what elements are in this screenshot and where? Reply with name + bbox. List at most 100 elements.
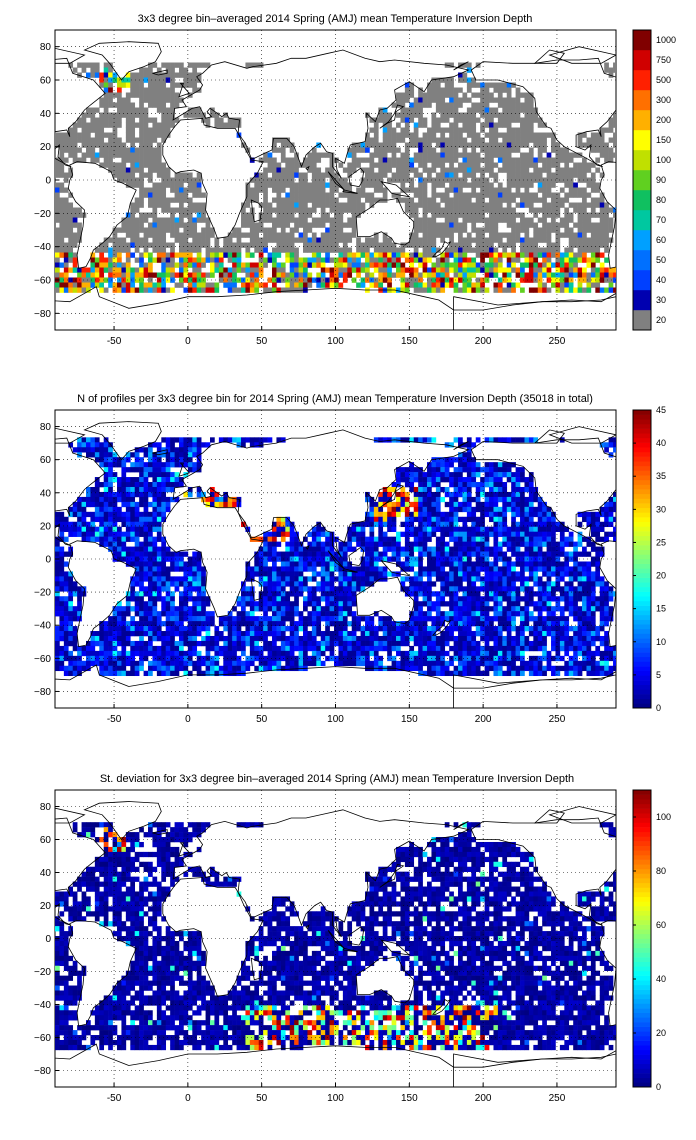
data-bin — [427, 496, 432, 503]
data-bin — [515, 172, 521, 178]
data-bin — [475, 212, 481, 218]
data-bin — [582, 197, 587, 203]
data-bin — [320, 526, 326, 532]
data-bin — [72, 282, 78, 288]
data-bin — [196, 217, 202, 223]
data-bin — [515, 526, 521, 532]
data-bin — [338, 182, 344, 188]
data-bin — [55, 247, 60, 253]
data-bin — [528, 237, 534, 243]
data-bin — [148, 546, 153, 552]
data-bin — [86, 452, 91, 458]
data-bin — [125, 486, 131, 493]
data-bin — [373, 187, 379, 193]
data-bin — [431, 177, 437, 183]
data-bin — [555, 167, 561, 173]
data-bin — [258, 272, 264, 278]
data-bin — [360, 277, 366, 283]
data-bin — [134, 482, 140, 488]
data-bin — [329, 536, 335, 542]
data-bin — [466, 117, 472, 123]
data-bin — [555, 162, 561, 168]
data-bin — [577, 137, 583, 143]
data-bin — [276, 437, 282, 443]
data-bin — [170, 62, 175, 68]
x-tick-labels: -50 0 50 100 150 200 250 — [107, 336, 566, 347]
data-bin — [435, 207, 441, 213]
data-bin — [511, 117, 516, 123]
data-bin — [604, 127, 609, 133]
data-bin — [506, 277, 512, 283]
data-bin — [546, 202, 552, 208]
data-bin — [551, 521, 556, 528]
data-bin — [298, 237, 304, 243]
data-bin — [59, 282, 65, 288]
data-bin — [453, 147, 459, 153]
data-bin — [466, 167, 472, 173]
data-bin — [413, 167, 419, 173]
data-bin — [218, 117, 224, 123]
data-bin — [378, 282, 384, 288]
data-bin — [81, 142, 87, 148]
data-bin — [524, 551, 530, 557]
data-bin — [564, 162, 570, 168]
data-bin — [201, 227, 206, 233]
data-bin — [511, 97, 516, 103]
data-bin — [139, 192, 144, 198]
data-bin — [125, 132, 131, 138]
data-bin — [267, 287, 273, 293]
data-bin — [179, 72, 184, 78]
data-bin — [577, 227, 583, 233]
data-bin — [249, 242, 255, 248]
data-bin — [577, 207, 583, 213]
data-bin — [427, 207, 432, 213]
data-bin — [382, 237, 388, 243]
data-bin — [422, 482, 428, 488]
data-bin — [493, 472, 499, 478]
data-bin — [77, 237, 82, 243]
data-bin — [170, 447, 175, 453]
data-bin — [72, 222, 78, 228]
data-bin — [267, 252, 273, 258]
data-bin — [506, 262, 512, 268]
data-bin — [431, 501, 437, 508]
data-bin — [497, 516, 503, 523]
data-bin — [55, 167, 60, 173]
data-bin — [542, 247, 547, 253]
data-bin — [196, 282, 202, 288]
data-bin — [152, 127, 158, 133]
data-bin — [480, 102, 485, 108]
data-bin — [161, 477, 167, 483]
data-bin — [303, 556, 308, 562]
data-bin — [520, 122, 525, 128]
data-bin — [440, 92, 446, 98]
data-bin — [342, 541, 348, 547]
data-bin — [444, 467, 450, 473]
data-bin — [435, 536, 441, 542]
data-bin — [484, 207, 490, 213]
data-bin — [568, 282, 574, 288]
data-bin — [489, 526, 494, 532]
data-bin — [511, 102, 516, 108]
data-bin — [303, 237, 308, 243]
data-bin — [497, 546, 503, 552]
data-bin — [418, 97, 423, 103]
data-bin — [249, 282, 255, 288]
data-bin — [524, 546, 530, 552]
data-bin — [187, 212, 193, 218]
data-bin — [143, 117, 149, 123]
data-bin — [515, 467, 521, 473]
data-bin — [320, 152, 326, 158]
data-bin — [533, 257, 539, 263]
data-bin — [475, 207, 481, 213]
data-bin — [351, 162, 357, 168]
data-bin — [311, 187, 317, 193]
data-bin — [360, 147, 366, 153]
data-bin — [515, 482, 521, 488]
data-bin — [613, 287, 616, 293]
data-bin — [453, 172, 459, 178]
data-bin — [68, 142, 74, 148]
data-bin — [86, 486, 91, 493]
data-bin — [613, 137, 616, 143]
data-bin — [117, 546, 122, 552]
